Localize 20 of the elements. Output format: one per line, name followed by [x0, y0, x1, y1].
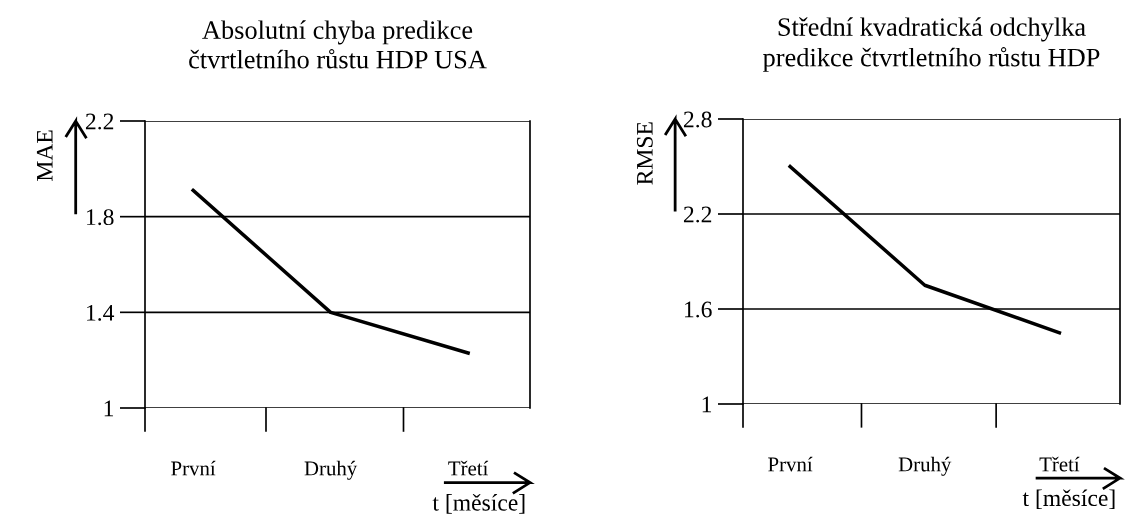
y-tick-label: 1	[104, 400, 114, 417]
x-axis-title: t [měsíce]	[1022, 489, 1115, 510]
y-axis-title: RMSE	[636, 122, 653, 185]
x-tick-label: Třetí	[1039, 456, 1080, 472]
y-tick-label: 2.2	[85, 113, 114, 130]
x-tick-label: Druhý	[898, 456, 952, 476]
y-tick-label: 2.2	[683, 206, 712, 223]
y-tick-label: 2.8	[683, 111, 712, 128]
x-tick-label: Druhý	[304, 460, 358, 480]
chart-title: Střední kvadratická odchylka predikce čtvrtletního růstu HDP	[763, 17, 1100, 72]
chart-title: Absolutní chyba predikce čtvrtletního růstu HDP USA	[189, 20, 487, 69]
x-tick-label: Třetí	[448, 460, 489, 476]
y-axis-title: MAE	[36, 130, 53, 181]
y-tick-label: 1.4	[87, 304, 115, 321]
x-axis-title: t [měsíce]	[432, 494, 525, 514]
x-tick-label: První	[768, 456, 813, 472]
y-tick-label: 1.6	[685, 301, 712, 318]
y-tick-label: 1.8	[87, 209, 114, 226]
y-tick-label: 1	[702, 396, 712, 413]
x-tick-label: První	[171, 460, 216, 476]
